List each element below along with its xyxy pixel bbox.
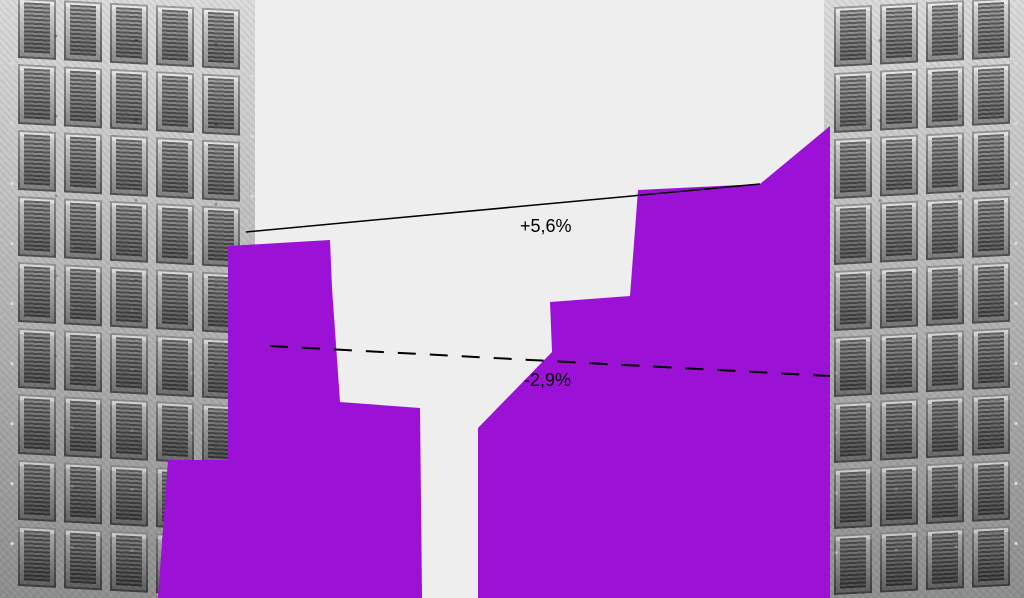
trend-label-down: -2,9% — [524, 370, 571, 391]
trend-line-up — [246, 184, 760, 232]
trend-label-up: +5,6% — [520, 216, 572, 237]
trend-lines — [0, 0, 1024, 598]
infographic-canvas: +5,6% -2,9% — [0, 0, 1024, 598]
